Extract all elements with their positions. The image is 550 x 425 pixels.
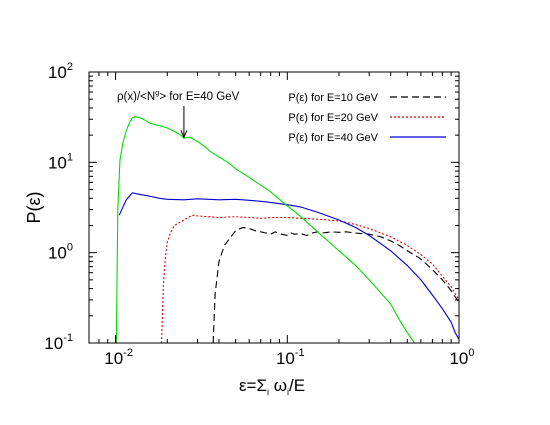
x-axis-label: ε=Σi ωi/E [239,376,305,397]
series-line-1 [212,226,459,343]
annotation-label: ρ(x)/<Ng> for E=40 GeV [117,88,240,103]
legend-label: P(ε) for E=40 GeV [288,132,378,144]
y-tick-label: 101 [48,151,73,172]
y-tick-label: 10-1 [44,332,73,353]
series-layer [115,116,459,343]
y-tick-label: 100 [48,242,73,263]
y-axis-label: P(ε) [24,191,44,223]
series-line-4 [115,116,415,343]
annotation-layer: ρ(x)/<Ng> for E=40 GeV [117,88,240,139]
y-tick-label: 102 [48,61,73,82]
x-tick-label: 10-2 [104,347,133,368]
legend: P(ε) for E=10 GeV P(ε) for E=20 GeV P(ε) f… [288,92,446,144]
legend-label: P(ε) for E=10 GeV [288,92,378,104]
tick-layer [88,71,460,344]
series-line-3 [118,192,459,340]
label-layer: 10-2 10-1 100 10-1 100 101 102 ε=Σi ωi/E P(ε) [24,61,475,397]
plot-frame [88,71,460,344]
annotation-arrowhead [180,130,188,139]
legend-label: P(ε) for E=20 GeV [288,112,378,124]
series-line-2 [160,214,459,343]
x-tick-label: 10-1 [276,347,305,368]
x-tick-label: 100 [449,347,474,368]
